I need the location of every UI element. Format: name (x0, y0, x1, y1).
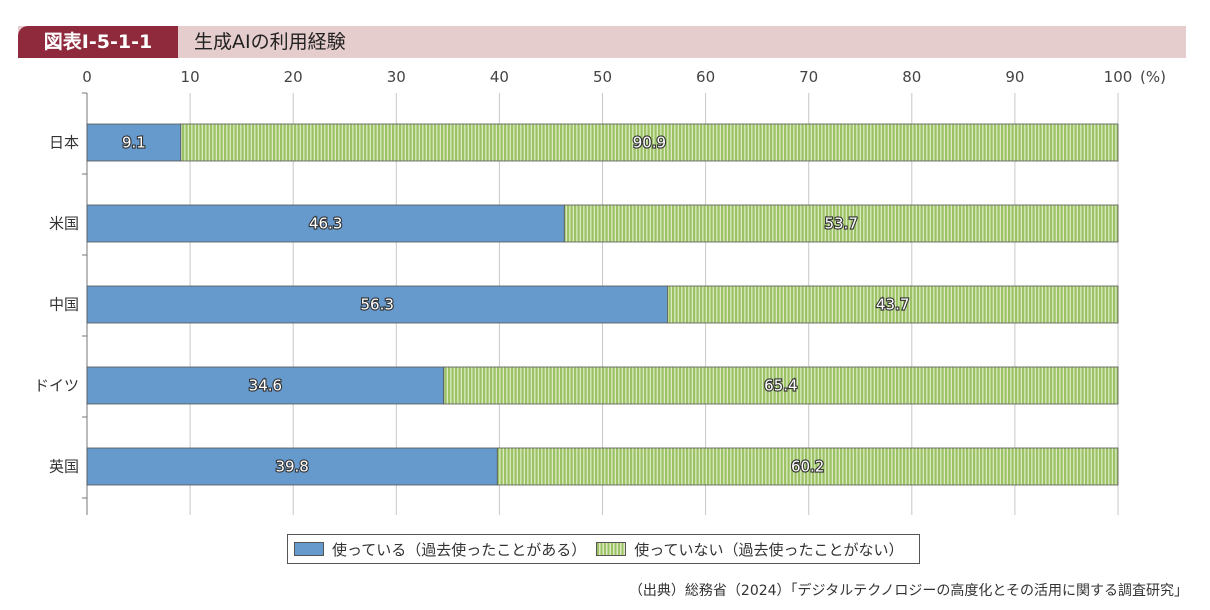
x-axis-unit: (%) (1140, 68, 1166, 86)
legend: 使っている（過去使ったことがある） 使っていない（過去使ったことがない） (287, 534, 920, 564)
x-tick-label: 60 (696, 68, 715, 86)
labels: 0 10 20 30 40 50 60 70 80 90 100 (%) 日本 9.1 90.9 米国 46.3… (34, 68, 1166, 477)
category-label: 日本 (49, 134, 79, 152)
data-label: 34.6 (249, 377, 282, 395)
data-label: 53.7 (824, 215, 857, 233)
x-tick-label: 10 (181, 68, 200, 86)
bar-segment (86, 366, 445, 405)
data-label: 56.3 (361, 296, 394, 314)
legend-label-used: 使っている（過去使ったことがある） (332, 540, 587, 559)
category-label: ドイツ (34, 377, 79, 395)
data-label: 65.4 (764, 377, 797, 395)
x-tick-label: 50 (593, 68, 612, 86)
bar-segment (667, 285, 1119, 324)
legend-item-used: 使っている（過去使ったことがある） (294, 539, 586, 560)
x-tick-label: 70 (799, 68, 818, 86)
bar-segment (180, 123, 1119, 162)
category-label: 中国 (49, 296, 79, 314)
bar-segment (86, 447, 498, 486)
x-tick-label: 20 (284, 68, 303, 86)
data-label: 43.7 (876, 296, 909, 314)
bar-segment (86, 204, 565, 243)
data-label: 90.9 (633, 134, 666, 152)
figure-number: 図表Ⅰ-5-1-1 (18, 26, 178, 58)
bar-segment (496, 447, 1119, 486)
data-label: 9.1 (122, 134, 146, 152)
x-tick-label: 100 (1104, 68, 1133, 86)
data-label: 46.3 (309, 215, 342, 233)
legend-label-not-used: 使っていない（過去使ったことがない） (634, 540, 904, 559)
data-label: 39.8 (275, 458, 308, 476)
bar-segment (86, 285, 668, 324)
legend-swatch-not-used (596, 542, 627, 556)
figure-header: 図表Ⅰ-5-1-1 生成AIの利用経験 (18, 26, 1186, 58)
bar-segment (443, 366, 1119, 405)
x-tick-label: 40 (490, 68, 509, 86)
legend-swatch-used (294, 542, 324, 556)
bars (86, 123, 1119, 486)
bar-chart: 0 10 20 30 40 50 60 70 80 90 100 (%) 日本 9.1 90.9 米国 46.3… (34, 68, 1166, 515)
figure-title: 生成AIの利用経験 (194, 31, 346, 53)
x-tick-label: 30 (387, 68, 406, 86)
x-tick-label: 0 (82, 68, 92, 86)
x-tick-label: 80 (902, 68, 921, 86)
data-label: 60.2 (791, 458, 824, 476)
legend-item-not-used: 使っていない（過去使ったことがない） (596, 539, 904, 560)
bar-segment (563, 204, 1119, 243)
bar-segment (86, 123, 182, 162)
x-tick-label: 90 (1005, 68, 1024, 86)
source-note: （出典）総務省（2024）「デジタルテクノロジーの高度化とその活用に関する調査研… (628, 583, 1188, 599)
category-label: 米国 (49, 215, 79, 233)
category-label: 英国 (49, 458, 79, 476)
